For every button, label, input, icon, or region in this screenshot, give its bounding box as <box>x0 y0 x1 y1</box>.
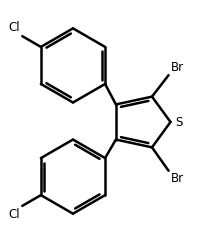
Text: Br: Br <box>170 172 184 185</box>
Text: Br: Br <box>170 61 184 74</box>
Text: Cl: Cl <box>9 21 20 34</box>
Text: S: S <box>175 116 183 130</box>
Text: Cl: Cl <box>9 208 20 221</box>
